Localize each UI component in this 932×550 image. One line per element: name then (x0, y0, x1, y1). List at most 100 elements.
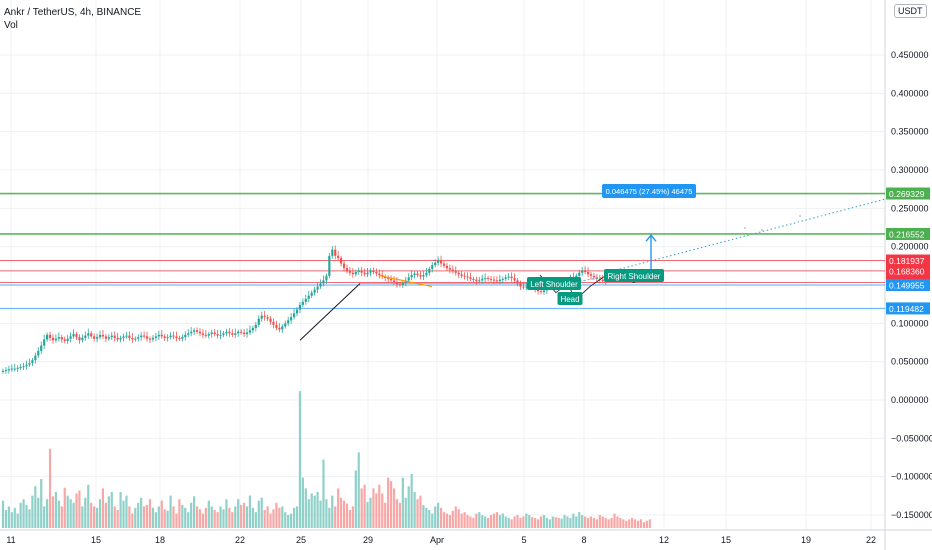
volume-bar (404, 497, 407, 528)
candle-body (366, 272, 369, 275)
candle-body (110, 335, 113, 338)
volume-bar (169, 495, 172, 528)
volume-bar (428, 510, 431, 528)
volume-bar (369, 497, 372, 528)
price-level-label: 0.181937 (889, 256, 925, 266)
candle-body (337, 255, 340, 259)
candle-body (345, 268, 349, 272)
volume-bar (575, 516, 578, 528)
volume-bar (378, 484, 381, 528)
volume-bar (287, 515, 290, 528)
candle-body (487, 278, 490, 280)
candle-body (375, 271, 378, 274)
time-tick-label: 15 (721, 535, 731, 545)
candle-body (290, 317, 293, 321)
price-level-tag (886, 264, 930, 277)
volume-bar (207, 500, 210, 528)
volume-bar (354, 470, 357, 528)
candle-body (137, 337, 140, 339)
volume-bar (307, 499, 310, 528)
volume-bar (645, 520, 648, 528)
candle-body (163, 336, 166, 338)
volume-bar (604, 517, 607, 528)
volume-bar (290, 513, 293, 528)
volume-bar (145, 504, 149, 528)
candle-body (266, 317, 269, 319)
candle-body (113, 335, 116, 338)
volume-bar (363, 484, 366, 528)
volume-bar (510, 519, 513, 528)
volume-bar (119, 492, 122, 528)
candle-body (251, 327, 254, 331)
candle-body (140, 335, 143, 338)
volume-bar (219, 506, 222, 528)
candle-body (416, 273, 419, 276)
candle-body (263, 315, 266, 318)
chart-header: Ankr / TetherUS, 4h, BINANCE Vol (4, 6, 141, 32)
volume-bar (451, 510, 454, 528)
volume-bar (469, 516, 472, 528)
volume-bar (504, 516, 507, 528)
candle-body (87, 333, 90, 336)
right-shoulder-label-box (604, 269, 664, 282)
candle-body (95, 337, 99, 339)
candle-body (72, 334, 75, 337)
volume-bar (513, 516, 516, 528)
volume-bar (266, 506, 269, 528)
volume-bar (431, 513, 434, 528)
volume-bar (60, 506, 63, 528)
candle-body (275, 324, 278, 328)
volume-bar (557, 517, 560, 528)
candle-body (81, 337, 84, 341)
volume-bar (34, 486, 37, 528)
volume-bar (472, 517, 475, 528)
volume-bar (439, 507, 443, 528)
volume-indicator-label[interactable]: Vol (4, 20, 18, 31)
candle-body (222, 333, 225, 335)
candle-body (242, 332, 246, 335)
currency-badge[interactable]: USDT (894, 4, 927, 18)
volume-bar (639, 519, 643, 528)
volume-bar (301, 477, 304, 528)
volume-bar (43, 506, 46, 528)
candle-body (198, 331, 202, 334)
candle-body (51, 337, 55, 341)
volume-bar (475, 513, 478, 528)
volume-bar (578, 512, 581, 528)
price-level-label: 0.168360 (889, 266, 925, 276)
volume-bar (51, 496, 55, 528)
candle-body (178, 337, 181, 339)
volume-bar (242, 502, 246, 528)
volume-bar (63, 487, 66, 528)
candle-body (4, 370, 8, 372)
volume-bar (22, 499, 25, 528)
head-label-box (557, 292, 583, 305)
volume-bar (278, 507, 281, 528)
candle-body (578, 272, 581, 276)
volume-bar (381, 493, 384, 528)
candle-body (213, 332, 216, 335)
time-tick-label: 5 (521, 535, 526, 545)
volume-bar (616, 516, 619, 528)
volume-bar (25, 504, 28, 528)
candle-body (525, 286, 528, 288)
price-tick-label: 0.000000 (891, 395, 929, 405)
time-tick-label: 29 (363, 535, 373, 545)
volume-bar (586, 517, 590, 528)
volume-bar (75, 493, 78, 528)
volume-bar (569, 517, 572, 528)
volume-bar (66, 495, 69, 528)
volume-bar (125, 495, 128, 528)
candle-body (60, 337, 63, 340)
candle-body (181, 337, 184, 339)
volume-bar (501, 513, 504, 528)
price-tick-label: −0.100000 (891, 472, 932, 482)
candle-body (254, 324, 257, 328)
volume-bar (143, 506, 146, 528)
price-tick-label: 0.100000 (891, 318, 929, 328)
volume-bar (81, 506, 84, 528)
volume-bar (539, 516, 543, 528)
candle-body (522, 286, 525, 288)
